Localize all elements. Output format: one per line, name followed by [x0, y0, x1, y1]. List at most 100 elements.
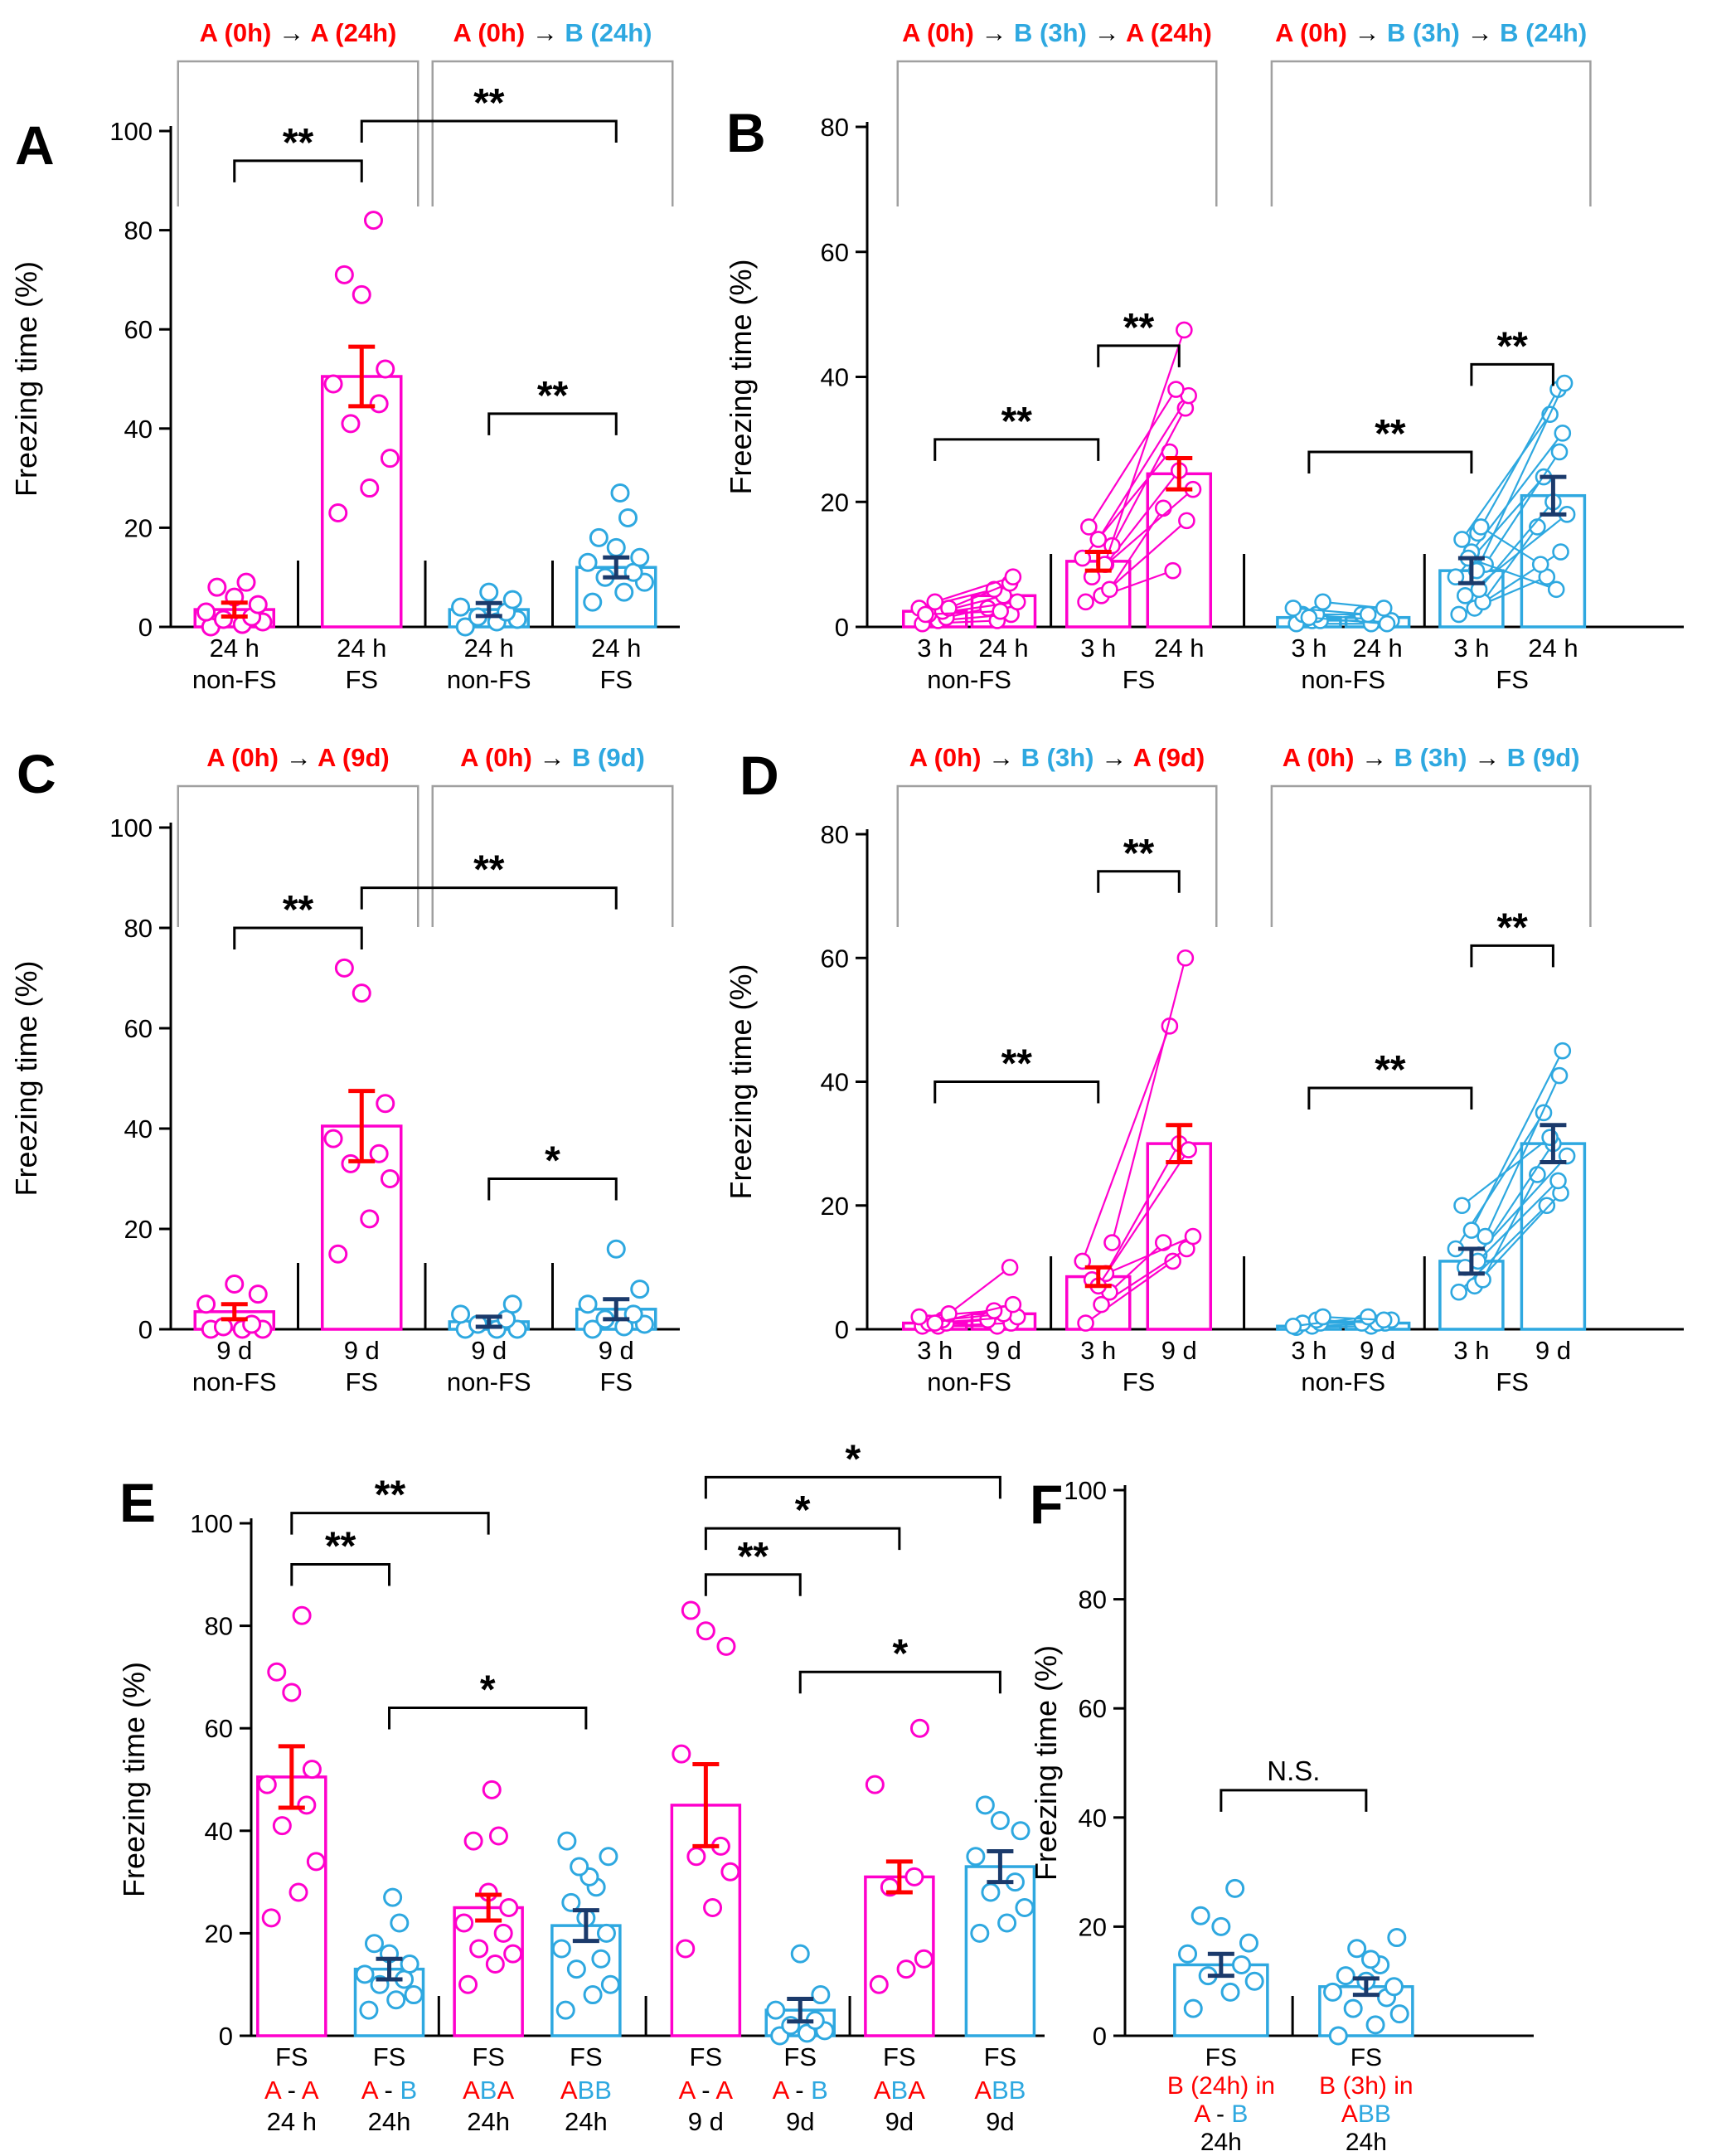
data-point	[869, 1974, 889, 1994]
data-point	[1323, 1982, 1343, 2002]
sig-label: **	[283, 888, 314, 932]
y-tick-label: 100	[109, 117, 153, 146]
data-point	[1167, 381, 1185, 398]
y-tick-label: 60	[124, 315, 153, 344]
data-point	[341, 414, 361, 434]
data-point	[990, 1810, 1010, 1830]
data-point	[355, 1964, 375, 1984]
pair-line	[1097, 395, 1190, 541]
x-tick-label: 24 h	[267, 2107, 317, 2136]
sig-bracket	[290, 1562, 391, 1586]
data-point	[696, 1621, 715, 1641]
data-point	[909, 1718, 929, 1738]
y-tick-label: 100	[1064, 1476, 1107, 1505]
data-point	[334, 265, 354, 284]
sig-bracket	[704, 1573, 802, 1596]
data-point	[1538, 1197, 1556, 1215]
x-tick-label: FS	[690, 2042, 723, 2071]
data-point	[485, 1954, 505, 1974]
x-tick-label: 3 h	[1453, 634, 1489, 663]
pair-line	[1478, 501, 1554, 590]
data-point	[1547, 580, 1565, 599]
data-point	[1531, 556, 1549, 573]
data-point	[1001, 1259, 1019, 1276]
data-point	[404, 1985, 424, 2005]
x-tick-label: ABB	[974, 2076, 1026, 2105]
data-point	[992, 602, 1009, 620]
x-tick-label: non-FS	[192, 1367, 277, 1396]
data-point	[386, 1990, 406, 2010]
sig-bracket	[704, 1527, 901, 1551]
data-point	[1011, 1821, 1030, 1841]
data-point	[360, 478, 380, 498]
data-point	[926, 593, 944, 611]
data-point	[703, 1898, 723, 1917]
sig-label: **	[283, 121, 314, 165]
group-label: FS	[1123, 1367, 1156, 1396]
data-point	[1089, 531, 1108, 548]
pair-line	[1481, 526, 1539, 603]
condition-bracket	[177, 784, 419, 927]
x-tick-label: 3 h	[1291, 634, 1326, 663]
data-point	[1554, 1042, 1572, 1060]
pair-line	[1322, 1315, 1384, 1321]
data-point	[555, 2000, 575, 2020]
pair-line	[1461, 1136, 1551, 1207]
sig-bracket	[233, 159, 363, 182]
y-tick-label: 40	[821, 1068, 849, 1097]
pair-line	[1477, 389, 1559, 534]
sig-bracket	[290, 1512, 490, 1535]
condition-header: A (0h) → B (3h) → A (9d)	[909, 743, 1205, 772]
sig-label: **	[1001, 1042, 1033, 1086]
data-point	[1453, 531, 1471, 548]
x-tick-label: A - B	[1194, 2100, 1248, 2128]
data-point	[1164, 1252, 1181, 1270]
data-point	[1300, 609, 1318, 626]
pair-line	[1088, 388, 1177, 527]
sig-label: **	[1123, 306, 1155, 350]
group-label: FS	[1496, 665, 1529, 694]
x-tick-label: non-FS	[447, 1367, 531, 1396]
y-axis-label: Freezing time (%)	[1029, 1645, 1063, 1881]
x-tick-label: ABA	[463, 2076, 514, 2105]
pair-line	[1081, 1025, 1171, 1262]
data-point	[681, 1600, 701, 1620]
sig-label: **	[375, 1474, 406, 1517]
sig-label: *	[545, 1139, 560, 1183]
data-point	[289, 1882, 308, 1902]
sig-bracket	[1307, 450, 1473, 473]
data-point	[1004, 1295, 1022, 1314]
data-point	[589, 527, 609, 547]
data-point	[1375, 600, 1393, 617]
data-point	[910, 1308, 929, 1326]
data-point	[196, 602, 216, 622]
data-point	[323, 374, 343, 394]
y-tick-label: 40	[124, 415, 153, 444]
x-tick-label: FS	[1350, 2044, 1382, 2071]
data-point	[383, 1887, 403, 1907]
data-point	[1558, 1147, 1576, 1165]
x-tick-label: 9 d	[599, 1336, 634, 1365]
y-tick-label: 0	[835, 613, 849, 642]
data-point	[455, 617, 475, 637]
condition-bracket	[896, 60, 1218, 206]
pair-line	[1477, 1180, 1559, 1262]
group-label: non-FS	[927, 1367, 1011, 1396]
y-tick-label: 20	[821, 488, 849, 517]
data-point	[1328, 2026, 1348, 2046]
data-point	[940, 1305, 958, 1323]
data-point	[482, 1780, 502, 1799]
x-tick-label: 24 h	[1528, 634, 1578, 663]
data-point	[561, 1892, 581, 1912]
data-point	[369, 394, 389, 414]
sig-bracket	[388, 1706, 588, 1730]
data-point	[1375, 1311, 1393, 1329]
data-point	[400, 1954, 419, 1974]
condition-header: A (0h) → B (3h) → B (24h)	[1275, 18, 1587, 47]
sig-label: **	[1496, 324, 1528, 368]
data-point	[926, 1314, 944, 1332]
pair-line	[1470, 1050, 1564, 1231]
x-tick-label: 24h	[368, 2107, 411, 2136]
data-point	[600, 1974, 620, 1994]
condition-header: A (0h) → B (9d)	[460, 743, 645, 772]
